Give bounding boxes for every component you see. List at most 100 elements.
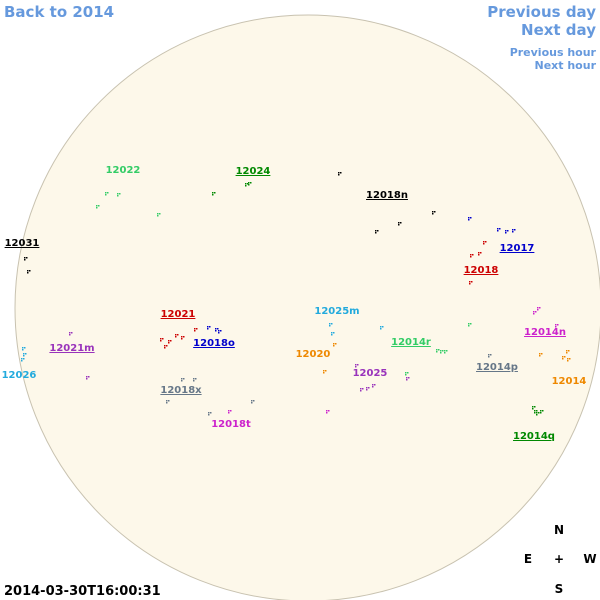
sunspot: [214, 192, 216, 194]
region-label[interactable]: 12031: [5, 238, 40, 249]
sunspot: [540, 412, 542, 414]
sunspot: [27, 270, 29, 272]
sunspot: [159, 213, 161, 215]
sunspot: [537, 309, 539, 311]
sunspot: [564, 356, 566, 358]
sunspot: [86, 378, 88, 380]
sunspot: [532, 408, 534, 410]
sunspot: [168, 400, 170, 402]
sunspot: [535, 311, 537, 313]
sunspot: [372, 384, 374, 386]
sunspot: [22, 349, 24, 351]
sunspot: [166, 400, 168, 402]
sunspot: [372, 386, 374, 388]
sunspot: [406, 377, 408, 379]
region-label[interactable]: 12014n: [524, 327, 566, 338]
sunspot: [69, 334, 71, 336]
region-label[interactable]: 12018x: [160, 385, 202, 396]
sunspot: [472, 254, 474, 256]
sunspot: [532, 406, 534, 408]
sunspot: [488, 354, 490, 356]
sunspot: [405, 372, 407, 374]
sunspot: [24, 259, 26, 261]
sunspot: [488, 356, 490, 358]
sunspot: [541, 353, 543, 355]
region-label[interactable]: 12018: [464, 265, 499, 276]
sunspot: [366, 389, 368, 391]
sunspot: [105, 192, 107, 194]
sunspot: [340, 172, 342, 174]
sunspot: [181, 336, 183, 338]
sunspot: [485, 241, 487, 243]
sunspot: [434, 211, 436, 213]
sunspot: [331, 334, 333, 336]
sunspot: [398, 222, 400, 224]
solar-disk: [14, 14, 600, 600]
sunspot: [220, 330, 222, 332]
sunspot: [470, 254, 472, 256]
region-label[interactable]: 12021m: [49, 343, 94, 354]
sunspot: [329, 323, 331, 325]
sunspot: [557, 324, 559, 326]
sunspot: [251, 400, 253, 402]
sunspot: [539, 353, 541, 355]
sunspot: [360, 388, 362, 390]
region-label[interactable]: 12021: [161, 309, 196, 320]
sunspot: [499, 228, 501, 230]
sunspot: [98, 205, 100, 207]
region-label[interactable]: 12014r: [391, 337, 431, 348]
sunspot: [29, 270, 31, 272]
sunspot: [512, 229, 514, 231]
sunspot: [24, 257, 26, 259]
sunspot: [326, 412, 328, 414]
sunspot: [21, 358, 23, 360]
sunspot: [539, 355, 541, 357]
region-label[interactable]: 12018o: [193, 338, 235, 349]
sunspot: [380, 328, 382, 330]
back-link[interactable]: Back to 2014: [4, 3, 114, 21]
region-label[interactable]: 12024: [236, 166, 271, 177]
sunspot: [382, 326, 384, 328]
region-label[interactable]: 12014p: [476, 362, 518, 373]
sunspot: [533, 311, 535, 313]
sunspot: [193, 378, 195, 380]
sunspot: [540, 410, 542, 412]
sunspot: [357, 364, 359, 366]
sunspot: [483, 243, 485, 245]
sunspot: [538, 412, 540, 414]
previous-hour-link[interactable]: Previous hour: [510, 46, 597, 59]
sunspot: [26, 257, 28, 259]
sunspot: [512, 231, 514, 233]
sunspot: [408, 377, 410, 379]
sunspot: [217, 328, 219, 330]
sunspot: [374, 384, 376, 386]
sunspot: [166, 345, 168, 347]
sunspot: [537, 307, 539, 309]
region-label[interactable]: 12014q: [513, 431, 555, 442]
sunspot: [247, 183, 249, 185]
sunspot: [329, 325, 331, 327]
sunspot: [468, 217, 470, 219]
region-label[interactable]: 12018n: [366, 190, 408, 201]
next-hour-link[interactable]: Next hour: [535, 59, 597, 72]
sunspot: [398, 224, 400, 226]
previous-day-link[interactable]: Previous day: [487, 3, 596, 21]
sunspot: [248, 184, 250, 186]
compass-south: S: [555, 582, 564, 596]
sunspot: [534, 410, 536, 412]
sunspot: [566, 350, 568, 352]
sunspot: [164, 347, 166, 349]
sunspot: [562, 358, 564, 360]
sunspot: [333, 332, 335, 334]
sunspot: [157, 213, 159, 215]
sunspot: [444, 352, 446, 354]
next-day-link[interactable]: Next day: [521, 21, 596, 39]
region-label[interactable]: 12017: [500, 243, 535, 254]
sunspot: [469, 281, 471, 283]
sunspot: [471, 281, 473, 283]
sunspot: [212, 192, 214, 194]
sunspot: [338, 174, 340, 176]
sunspot: [196, 328, 198, 330]
sunspot: [25, 353, 27, 355]
sunspot: [183, 378, 185, 380]
